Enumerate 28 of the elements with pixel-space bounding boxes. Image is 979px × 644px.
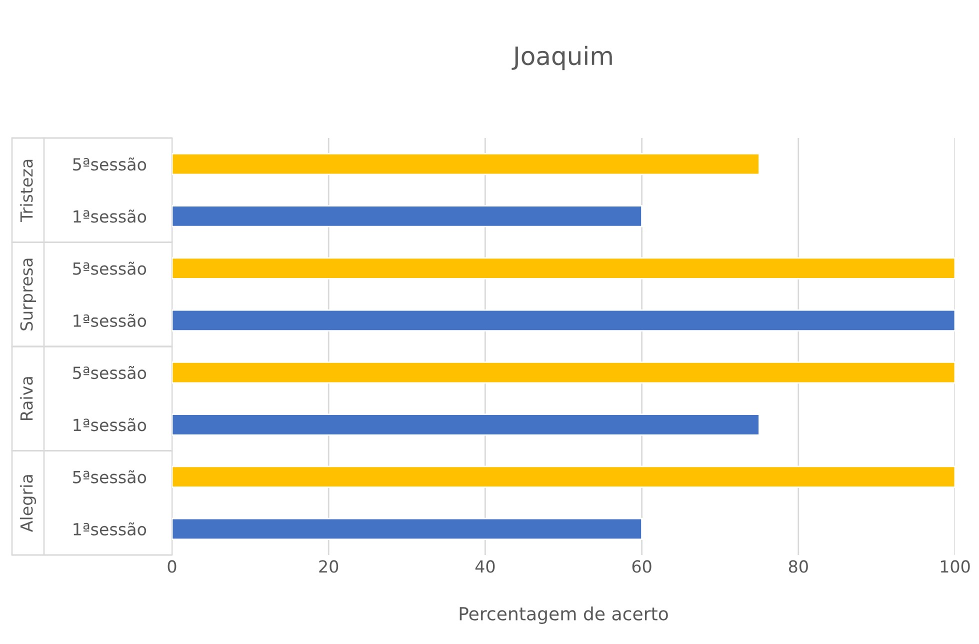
bar <box>172 309 955 332</box>
bar <box>172 518 642 540</box>
x-tick-label: 100 <box>940 560 970 573</box>
y-tick-label: 1ªsessão <box>74 522 146 536</box>
y-tick-label: 1ªsessão <box>74 210 146 223</box>
x-tick-label: 60 <box>632 560 652 573</box>
bar <box>172 205 642 228</box>
text: Tristeza <box>20 160 33 222</box>
y-tick-label: 5ªsessão <box>73 157 146 171</box>
x-tick-label: 40 <box>475 560 495 573</box>
y-tick-label: 5ªsessão <box>73 262 146 275</box>
bar <box>172 414 760 436</box>
y-tick-label: 1ªsessão <box>74 314 146 328</box>
y-tick-label: 1ªsessão <box>74 418 146 432</box>
bar <box>172 257 955 280</box>
bar <box>172 361 955 384</box>
x-tick-label: 0 <box>168 560 176 573</box>
bar <box>172 152 760 176</box>
text: Alegria <box>20 475 36 532</box>
text: Surpresa <box>20 258 36 330</box>
bar <box>172 466 955 488</box>
y-tick-label: 5ªsessão <box>73 366 146 380</box>
chart-title: Joaquim <box>512 46 612 70</box>
text: Raiva <box>20 377 33 420</box>
x-axis-title: Percentagem de acerto <box>460 606 668 624</box>
y-tick-label: 5ªsessão <box>73 470 146 484</box>
x-tick-label: 80 <box>788 560 808 573</box>
x-tick-label: 20 <box>319 560 338 573</box>
